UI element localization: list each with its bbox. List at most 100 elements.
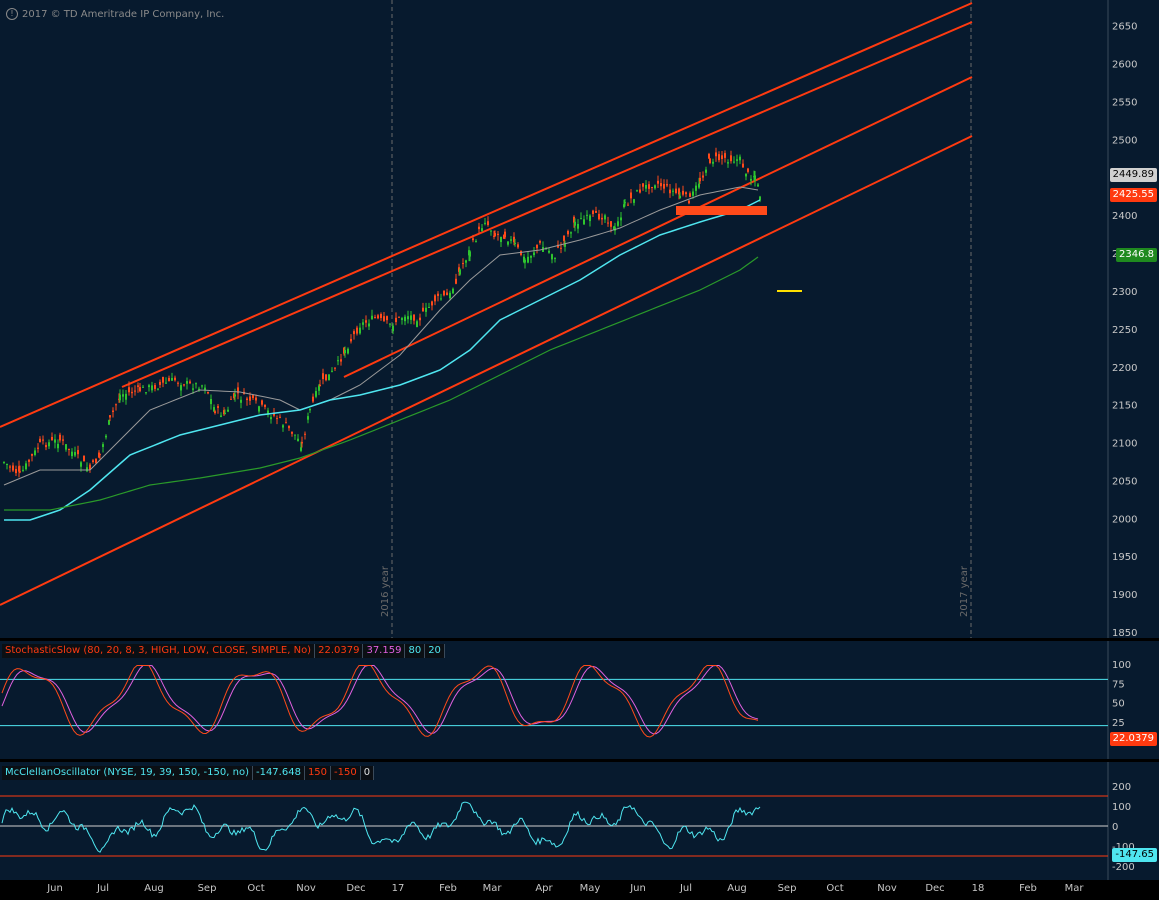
stochastic-legend[interactable]: StochasticSlow (80, 20, 8, 3, HIGH, LOW,… [2, 644, 445, 658]
price-candle [31, 454, 33, 456]
price-candle [510, 239, 512, 241]
price-tick-label: 2150 [1112, 401, 1137, 412]
price-candle [689, 193, 691, 197]
mcclellan-title[interactable]: McClellanOscillator (NYSE, 19, 39, 150, … [2, 766, 253, 780]
price-candle [548, 250, 550, 253]
price-candle [119, 394, 121, 401]
price-candle [217, 406, 219, 408]
price-candle [598, 213, 600, 220]
price-chart[interactable]: 2650260025502500245024002350230022502200… [0, 0, 1159, 638]
price-candle [177, 382, 179, 384]
price-candle [481, 228, 483, 232]
price-candle [533, 252, 535, 256]
price-candle [416, 321, 418, 328]
price-candle [261, 400, 263, 405]
price-candle [669, 189, 671, 194]
price-candle [240, 399, 242, 403]
price-candle [580, 218, 582, 220]
stochastic-title[interactable]: StochasticSlow (80, 20, 8, 3, HIGH, LOW,… [2, 644, 316, 658]
time-axis-label: Jul [679, 883, 693, 894]
price-candle [620, 217, 622, 221]
price-candle [490, 230, 492, 232]
price-candle [459, 269, 461, 275]
price-candle [294, 434, 296, 436]
price-tick-label: 2600 [1112, 60, 1137, 71]
price-candle [356, 327, 358, 334]
price-candle [577, 224, 579, 229]
time-axis-label: 17 [391, 883, 405, 894]
price-candle [583, 219, 585, 225]
price-candle [291, 431, 293, 434]
price-candle [307, 416, 309, 420]
price-tick-label: 1850 [1112, 628, 1137, 638]
price-candle [89, 464, 91, 470]
info-icon[interactable]: ! [6, 8, 18, 20]
price-candle [220, 415, 222, 417]
mcclellan-tick-label: 0 [1112, 822, 1118, 833]
mcclellan-value: -147.648 [252, 766, 305, 780]
support-zone-box [676, 206, 767, 215]
price-tick-label: 2250 [1112, 325, 1137, 336]
price-candle [45, 445, 47, 448]
price-candle [340, 359, 342, 362]
price-candle [309, 408, 311, 411]
mcclellan-legend[interactable]: McClellanOscillator (NYSE, 19, 39, 150, … [2, 766, 375, 780]
mcclellan-zero: 0 [360, 766, 375, 780]
mcclellan-chart[interactable]: 200 100 0 -100 -200 [0, 762, 1159, 880]
time-axis-label: Oct [247, 883, 265, 894]
last-price-tag: 2425.55 [1109, 188, 1157, 202]
price-candle [595, 210, 597, 213]
time-axis-label: Aug [727, 883, 747, 894]
price-candle [750, 178, 752, 181]
price-candle [108, 420, 110, 425]
price-candle [344, 350, 346, 354]
stochastic-tick-label: 25 [1112, 718, 1125, 729]
time-axis[interactable]: Jun Jul Aug Sep Oct Nov Dec 17 Feb Mar Apr May Jun Ju… [0, 880, 1159, 900]
price-candle [604, 215, 606, 220]
copyright-notice: ! 2017 © TD Ameritrade IP Company, Inc. [6, 8, 224, 20]
price-candle [678, 188, 680, 195]
trend-channel-line [0, 135, 973, 606]
price-candle [174, 377, 176, 381]
price-candle [83, 455, 85, 462]
mcclellan-pane[interactable]: 200 100 0 -100 -200 McClellanOscillator (NYS… [0, 762, 1159, 880]
price-candle [715, 152, 717, 157]
price-candle [288, 425, 290, 429]
stochastic-chart[interactable]: 100 75 50 25 [0, 641, 1159, 759]
price-candle [675, 188, 677, 194]
price-candle [168, 377, 170, 382]
price-candle [654, 185, 656, 189]
price-candle [12, 465, 14, 471]
price-candle [601, 217, 603, 220]
price-candle [685, 192, 687, 195]
price-candle [115, 404, 117, 406]
price-candle [273, 412, 275, 416]
price-candle [230, 398, 232, 400]
price-pane[interactable]: 2650260025502500245024002350230022502200… [0, 0, 1159, 638]
price-candle [517, 244, 519, 248]
price-candle [514, 242, 516, 244]
price-candle [404, 316, 406, 322]
price-candle [48, 442, 50, 447]
price-candle [410, 315, 412, 320]
price-candle [739, 156, 741, 161]
price-candle [560, 247, 562, 249]
price-candle [183, 384, 185, 386]
price-candle [660, 183, 662, 187]
price-candle [162, 376, 164, 383]
stochastic-pane[interactable]: 100 75 50 25 StochasticSlow (80, 20, 8, 3, … [0, 641, 1159, 759]
price-tick-label: 2400 [1112, 211, 1137, 222]
price-candle [539, 240, 541, 243]
price-candle [757, 184, 759, 187]
price-candle [148, 385, 150, 388]
price-candle [504, 231, 506, 238]
price-candle [19, 471, 21, 473]
price-candle [573, 216, 575, 223]
price-candle [745, 173, 747, 177]
price-candle [258, 406, 260, 412]
price-candle [624, 202, 626, 204]
price-candle [493, 235, 495, 237]
price-candle [9, 466, 11, 468]
price-candle [98, 452, 100, 458]
green-ma-tag: 2346.8 [1116, 248, 1157, 262]
